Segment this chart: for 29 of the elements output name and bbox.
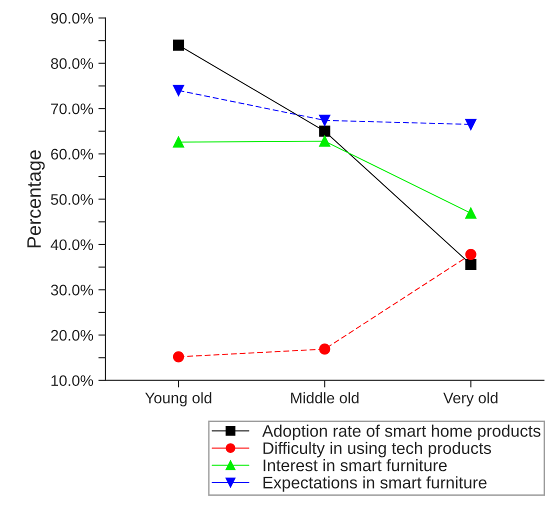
point	[319, 126, 330, 137]
y-tick-label: 90.0%	[51, 12, 94, 24]
point	[319, 344, 330, 355]
y-tick-label: 70.0%	[51, 103, 94, 114]
legend-label: Expectations in smart furniture	[264, 476, 487, 492]
y-tick-label: 40.0%	[50, 239, 94, 250]
y-tick-label: 50.0%	[50, 194, 94, 205]
legend-label: Difficulty in using tech products	[264, 442, 492, 458]
point	[172, 136, 184, 148]
x-tick-label: Very old	[443, 392, 498, 406]
point	[465, 208, 476, 219]
point	[319, 136, 330, 147]
legend-label: Interest in smart furniture	[264, 459, 447, 472]
point	[465, 248, 476, 260]
x-tick-label: Young old	[145, 392, 212, 406]
point	[465, 258, 476, 270]
y-tick-label: 10.0%	[51, 375, 94, 386]
y-tick-label: 20.0%	[51, 330, 94, 341]
point	[172, 351, 184, 362]
y-tick-label: 60.0%	[51, 148, 94, 160]
point	[319, 114, 330, 126]
y-axis-title: Percentage	[27, 150, 45, 248]
x-tick-label: Middle old	[291, 392, 359, 404]
y-tick-label: 80.0%	[50, 58, 94, 69]
point	[172, 40, 184, 51]
legend-label: Adoption rate of smart home products	[262, 424, 540, 440]
point	[172, 84, 184, 96]
point	[465, 118, 476, 130]
y-tick-label: 30.0%	[50, 284, 94, 296]
